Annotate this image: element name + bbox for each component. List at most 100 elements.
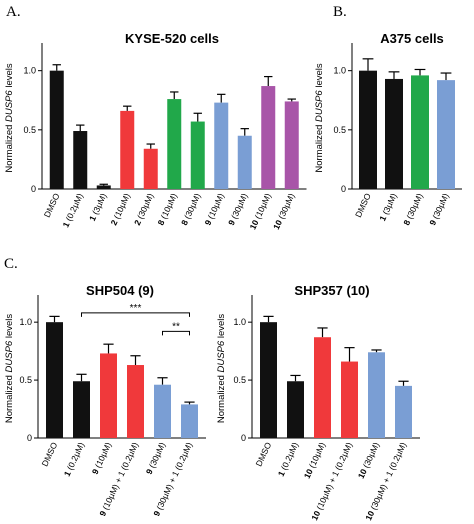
category-label: 9 (10μM) bbox=[203, 191, 227, 226]
bar bbox=[284, 101, 299, 189]
bar bbox=[261, 86, 276, 189]
category-label: 1 (0.2μM) bbox=[276, 440, 301, 478]
category-label: DMSO bbox=[42, 191, 62, 219]
bar bbox=[411, 75, 429, 189]
bar bbox=[260, 322, 277, 438]
category-condition: DMSO bbox=[353, 191, 373, 219]
category-label: 10 (10μM) bbox=[248, 191, 274, 231]
category-label: 8 (10μM) bbox=[156, 191, 180, 226]
category-condition: (3μM) bbox=[89, 191, 109, 218]
bar bbox=[143, 148, 158, 189]
y-tick-label: 1.0 bbox=[23, 66, 36, 76]
category-condition: (30μM) bbox=[134, 191, 156, 222]
y-axis-label-suffix: levels bbox=[314, 63, 325, 90]
bar bbox=[395, 385, 412, 438]
y-tick-label: 0 bbox=[31, 184, 36, 194]
category-condition: (30μM) bbox=[146, 440, 168, 471]
y-axis-label-gene: DUSP6 bbox=[4, 90, 15, 122]
y-tick-label: 0.5 bbox=[23, 125, 36, 135]
chart-shp504: SHP504 (9) Normalized DUSP6 levels 0 0.5 1.0… bbox=[4, 283, 206, 518]
watermark: 知乎 @贺翔 bbox=[406, 500, 470, 514]
significance-bracket bbox=[162, 330, 190, 336]
bar bbox=[181, 404, 198, 438]
y-tick-label: 0 bbox=[241, 433, 246, 443]
chart-title: A375 cells bbox=[380, 31, 444, 46]
category-condition: DMSO bbox=[39, 440, 59, 468]
y-axis-label: Normalized DUSP6 levels bbox=[4, 314, 15, 424]
category-condition: (30μM) bbox=[360, 440, 382, 471]
category-compound: 10 bbox=[309, 509, 322, 522]
category-compound: 1 bbox=[61, 220, 72, 229]
chart-kyse520: KYSE-520 cells Normalized DUSP6 levels 0 0.… bbox=[4, 31, 307, 231]
category-condition: (30μM) bbox=[228, 191, 250, 222]
category-condition: (10μM) bbox=[92, 440, 114, 471]
significance-bracket bbox=[81, 312, 190, 317]
category-condition: (10μM) bbox=[252, 191, 274, 222]
y-tick-label: 1.0 bbox=[233, 317, 246, 327]
chart-title: KYSE-520 cells bbox=[125, 31, 219, 46]
bar bbox=[190, 121, 205, 189]
category-label: 2 (10μM) bbox=[109, 191, 133, 226]
category-label: 8 (30μM) bbox=[401, 191, 425, 226]
y-tick-label: 1.0 bbox=[333, 66, 346, 76]
y-tick-label: 0.5 bbox=[233, 375, 246, 385]
category-compound: 10 bbox=[248, 218, 261, 231]
category-compound: 9 bbox=[97, 509, 108, 518]
category-label: 1 (0.2μM) bbox=[62, 440, 87, 478]
bar bbox=[437, 80, 455, 189]
bar bbox=[100, 353, 117, 438]
category-compound: 2 bbox=[109, 218, 120, 227]
y-axis-label-prefix: Normalized bbox=[216, 372, 227, 423]
y-axis-label: Normalized DUSP6 levels bbox=[4, 63, 15, 173]
bar bbox=[154, 384, 171, 438]
y-axis-label-prefix: Normalized bbox=[314, 122, 325, 173]
bar bbox=[96, 185, 111, 189]
bar bbox=[287, 381, 304, 438]
y-axis-label-gene: DUSP6 bbox=[314, 90, 325, 122]
category-label: 1 (3μM) bbox=[377, 191, 399, 222]
y-tick-label: 0.5 bbox=[19, 375, 32, 385]
category-label: 8 (30μM) bbox=[179, 191, 203, 226]
category-label: 9 (10μM) bbox=[90, 440, 114, 475]
bar bbox=[385, 78, 403, 189]
category-label: DMSO bbox=[353, 191, 373, 219]
category-condition: (3μM) bbox=[379, 191, 399, 218]
category-label: 10 (30μM) bbox=[356, 440, 382, 480]
category-condition: (10μM) bbox=[111, 191, 133, 222]
category-condition: (0.2μM) bbox=[278, 440, 301, 473]
y-tick-label: 1.0 bbox=[19, 317, 32, 327]
bar bbox=[73, 381, 90, 438]
bar bbox=[167, 99, 182, 189]
y-axis-label: Normalized DUSP6 levels bbox=[314, 63, 325, 173]
category-compound: 2 bbox=[132, 218, 143, 227]
category-label: 10 (30μM) bbox=[271, 191, 297, 231]
category-label: 9 (30μM) bbox=[226, 191, 250, 226]
y-axis-label-prefix: Normalized bbox=[4, 122, 15, 173]
category-condition: (30μM) bbox=[403, 191, 425, 222]
category-compound: 1 bbox=[377, 214, 388, 223]
category-condition: DMSO bbox=[42, 191, 62, 219]
category-label: 9 (30μM) bbox=[144, 440, 168, 475]
panel-letter-b: B. bbox=[333, 4, 347, 20]
bar bbox=[214, 102, 229, 189]
bar bbox=[314, 337, 331, 438]
category-compound: 8 bbox=[156, 218, 167, 227]
bar bbox=[237, 135, 252, 189]
category-compound: 8 bbox=[401, 218, 412, 227]
category-condition: (0.2μM) bbox=[64, 440, 87, 473]
category-compound: 1 bbox=[87, 214, 98, 223]
bar bbox=[359, 70, 377, 189]
category-condition: (30μM) bbox=[275, 191, 297, 222]
y-axis-label-gene: DUSP6 bbox=[216, 340, 227, 372]
y-tick-label: 0 bbox=[341, 184, 346, 194]
y-axis-label-prefix: Normalized bbox=[4, 372, 15, 423]
chart-a375: A375 cells Normalized DUSP6 levels 0 0.5 1.0… bbox=[314, 31, 462, 227]
chart-title: SHP357 (10) bbox=[294, 283, 369, 298]
category-label: 9 (30μM) bbox=[427, 191, 451, 226]
y-axis-label: Normalized DUSP6 levels bbox=[216, 314, 227, 424]
category-compound: 9 bbox=[427, 218, 438, 227]
category-condition: (30μM) bbox=[429, 191, 451, 222]
category-compound: 10 bbox=[356, 467, 369, 480]
category-compound: 9 bbox=[151, 509, 162, 518]
